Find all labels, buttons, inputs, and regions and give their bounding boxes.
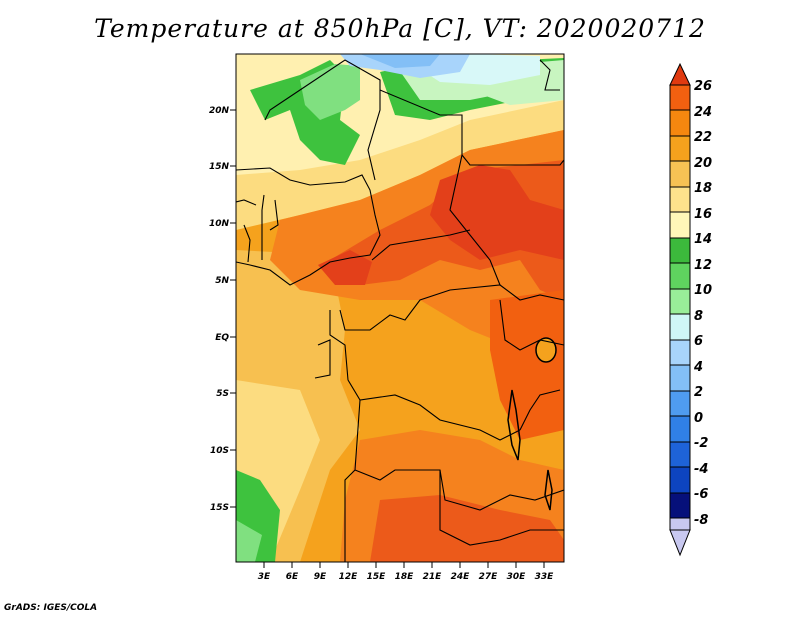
colorbar-label-12: 12 bbox=[694, 258, 712, 273]
colorbar-segment-24-26 bbox=[669, 84, 691, 111]
colorbar-segment-m8-m6 bbox=[669, 492, 691, 519]
lon-ticks: 3E 6E 9E 12E 15E 18E 21E 24E 27E 30E 33E bbox=[258, 562, 554, 582]
colorbar-label-m6: -6 bbox=[694, 487, 708, 502]
lon-label-24e: 24E bbox=[451, 572, 471, 582]
colorbar-segment-m6-m4 bbox=[669, 466, 691, 494]
lat-label-20n: 20N bbox=[209, 106, 230, 116]
lon-label-3e: 3E bbox=[258, 572, 271, 582]
colorbar-segment-6-8 bbox=[669, 313, 691, 341]
north-pale-green-east bbox=[470, 78, 564, 105]
lat-label-15s: 15S bbox=[210, 503, 229, 513]
colorbar-label-26: 26 bbox=[694, 79, 712, 94]
colorbar-top-arrow bbox=[669, 62, 691, 86]
lake-tanganyika bbox=[507, 389, 521, 461]
lat-label-10n: 10N bbox=[209, 219, 230, 229]
colorbar-segment-8-10 bbox=[669, 288, 691, 315]
lon-label-30e: 30E bbox=[507, 572, 527, 582]
lake-victoria bbox=[535, 337, 557, 363]
colorbar-label-0: 0 bbox=[694, 411, 703, 426]
north-blue-dark bbox=[360, 54, 440, 68]
west-red-blob bbox=[318, 250, 372, 285]
colorbar-label-m2: -2 bbox=[694, 436, 708, 451]
colorbar-segment-20-22 bbox=[669, 135, 691, 162]
lat-label-10s: 10S bbox=[210, 446, 229, 456]
colorbar-segment-below-m8 bbox=[669, 517, 691, 531]
colorbar-label-8: 8 bbox=[694, 309, 703, 324]
colorbar-label-24: 24 bbox=[694, 105, 712, 120]
lon-label-21e: 21E bbox=[423, 572, 443, 582]
colorbar-segment-m2-0 bbox=[669, 415, 691, 443]
map-field bbox=[236, 54, 564, 562]
lon-label-18e: 18E bbox=[395, 572, 415, 582]
east-orange bbox=[490, 290, 564, 440]
colorbar-label-10: 10 bbox=[694, 283, 712, 298]
colorbar-segment-16-18 bbox=[669, 186, 691, 213]
colorbar-label-14: 14 bbox=[694, 232, 712, 247]
colorbar-label-6: 6 bbox=[694, 334, 703, 349]
colorbar-label-20: 20 bbox=[694, 156, 712, 171]
lon-label-27e: 27E bbox=[479, 572, 499, 582]
colorbar-bottom-arrow bbox=[669, 529, 691, 557]
colorbar: 26 24 22 20 18 16 14 12 10 8 6 4 2 0 -2 … bbox=[669, 62, 712, 557]
colorbar-segment-m4-m2 bbox=[669, 441, 691, 468]
central-deep-red bbox=[430, 165, 564, 260]
colorbar-segment-14-16 bbox=[669, 211, 691, 239]
south-red bbox=[370, 495, 564, 562]
lon-label-15e: 15E bbox=[367, 572, 387, 582]
colorbar-segment-10-12 bbox=[669, 262, 691, 290]
map-frame bbox=[235, 53, 565, 563]
lat-label-5s: 5S bbox=[216, 389, 229, 399]
country-borders bbox=[236, 59, 564, 562]
colorbar-label-4: 4 bbox=[693, 360, 703, 375]
lat-label-15n: 15N bbox=[209, 162, 230, 172]
colorbar-segment-0-2 bbox=[669, 390, 691, 417]
lat-ticks: 20N 15N 10N 5N EQ 5S 10S 15S bbox=[209, 106, 236, 513]
lat-label-5n: 5N bbox=[215, 276, 229, 286]
colorbar-label-22: 22 bbox=[694, 130, 712, 145]
credit-label: GrADS: IGES/COLA bbox=[4, 603, 98, 613]
colorbar-label-18: 18 bbox=[694, 181, 712, 196]
lon-label-12e: 12E bbox=[339, 572, 359, 582]
colorbar-label-2: 2 bbox=[694, 385, 703, 400]
colorbar-label-16: 16 bbox=[694, 207, 712, 222]
lon-label-33e: 33E bbox=[535, 572, 555, 582]
colorbar-segment-22-24 bbox=[669, 109, 691, 137]
chart-title: Temperature at 850hPa [C], VT: 202002071… bbox=[94, 14, 706, 43]
lake-malawi bbox=[544, 469, 553, 511]
southwest-light-green bbox=[236, 520, 262, 562]
colorbar-segment-2-4 bbox=[669, 364, 691, 392]
colorbar-segment-18-20 bbox=[669, 160, 691, 188]
lon-label-9e: 9E bbox=[314, 572, 327, 582]
north-green-inner bbox=[300, 64, 360, 120]
colorbar-label-m8: -8 bbox=[694, 513, 708, 528]
lon-label-6e: 6E bbox=[286, 572, 299, 582]
colorbar-label-m4: -4 bbox=[694, 462, 708, 477]
lat-label-eq: EQ bbox=[215, 333, 229, 343]
colorbar-segment-4-6 bbox=[669, 339, 691, 366]
colorbar-segment-12-14 bbox=[669, 237, 691, 264]
